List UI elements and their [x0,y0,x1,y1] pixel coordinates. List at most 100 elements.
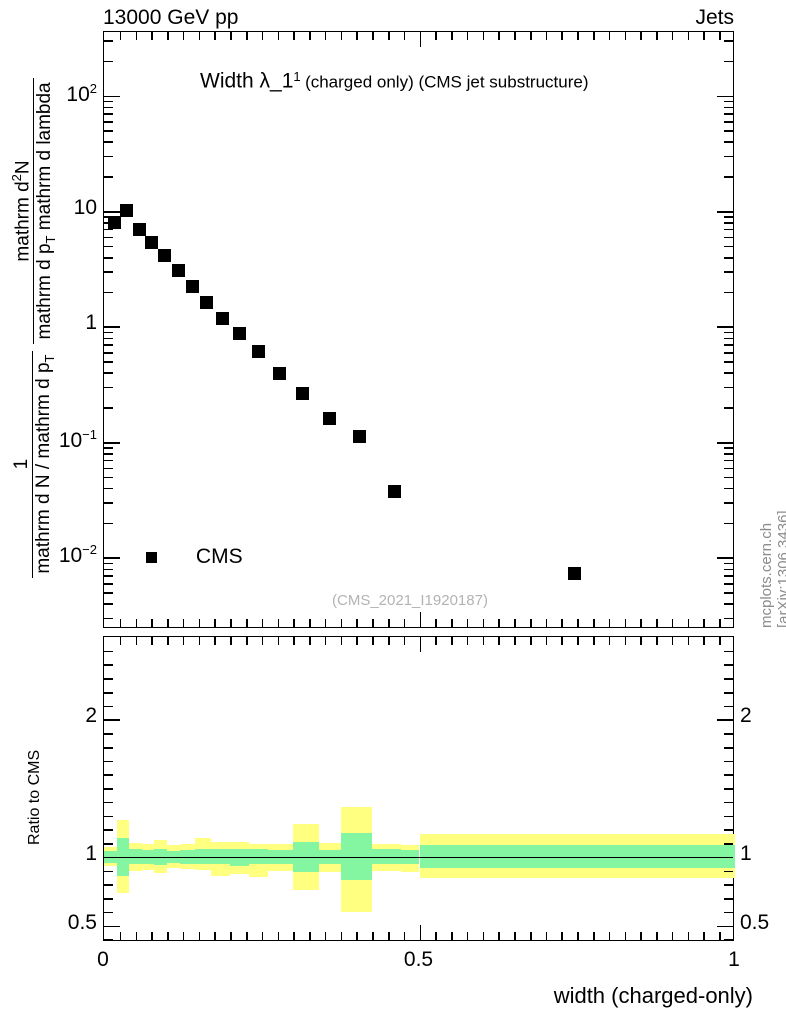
y-tick-minor [104,106,113,109]
x-tick-minor [356,619,358,627]
x-tick-minor [577,619,579,627]
ratio-x-tick-minor [482,637,485,645]
x-tick-minor [671,619,674,627]
ratio-y-tick-minor [104,760,113,763]
y-tick-label: 1 [85,311,97,335]
x-tick-minor [529,32,532,40]
ratio-y-tick-major [104,719,120,722]
y-axis-title-fraction-1: 1 mathrm d N / mathrm d pT [11,350,58,578]
x-tick-minor [624,32,627,40]
y-tick-minor [104,352,113,354]
ratio-x-tick-minor [230,932,232,940]
y-tick-minor [724,106,733,109]
plot-title-main: Width λ_1 [200,69,294,93]
ratio-y-tick-minor [104,774,113,776]
x-tick-minor [198,619,201,627]
ratio-band-green [104,850,117,863]
ratio-y-tick-minor [104,650,113,653]
ratio-y-tick-minor [724,733,733,735]
x-tick-minor [245,32,248,40]
ratio-x-tick-minor [372,932,374,940]
ratio-y-tick-minor [724,829,733,831]
ratio-y-tick-minor [724,664,733,667]
x-tick-minor [719,32,721,40]
ratio-y-tick-minor [104,870,113,873]
x-tick-minor [277,619,280,627]
ratio-y-tick-minor [724,788,733,790]
x-tick-minor [514,619,516,627]
ratio-x-tick-minor [324,637,327,645]
x-tick-minor [435,32,437,40]
ratio-x-tick-minor [151,932,153,940]
y-tick-minor [724,155,733,158]
ratio-x-tick-minor [245,637,248,645]
ratio-x-tick-minor [498,637,500,645]
ratio-x-tick-minor [624,932,627,940]
x-tick-major [419,612,422,627]
ratio-y-tick-minor [724,760,733,763]
ratio-x-tick-minor [356,932,358,940]
ratio-x-tick-minor [561,637,564,645]
ratio-y-tick-minor [104,788,113,790]
ratio-y-tick-minor [724,801,733,804]
y-tick-minor [724,352,733,354]
ratio-y-tick-minor [104,691,113,694]
y-tick-minor [104,271,113,273]
y-tick-minor [104,467,113,470]
y-tick-minor [724,245,733,248]
ratio-x-tick-minor [277,932,280,940]
ratio-x-tick-minor [198,637,201,645]
data-point-marker [353,429,367,443]
ratio-x-tick-minor [577,932,579,940]
ratio-x-tick-minor [624,637,627,645]
x-tick-minor [545,619,548,627]
ratio-x-tick-minor [167,932,169,940]
ratio-x-tick-major [419,925,422,940]
x-tick-minor [340,32,343,40]
ratio-y-tick-minor [724,911,733,914]
x-tick-minor [324,32,327,40]
ratio-y-tick-major [104,925,120,928]
x-tick-minor [309,32,311,40]
watermark-analysis-id: (CMS_2021_I1920187) [332,592,488,609]
y-tick-minor [724,176,733,178]
x-tick-minor [498,32,500,40]
y-axis-title-frac1-denominator: mathrm d N / mathrm d pT [31,350,58,578]
x-tick-minor [135,619,138,627]
ratio-x-tick-minor [561,932,564,940]
y-tick-major [717,326,733,329]
x-tick-minor [198,32,201,40]
header-collision-energy: 13000 GeV pp [103,6,239,29]
x-tick-minor [293,32,295,40]
ratio-y-tick-minor [104,884,113,886]
y-axis-title: 1 mathrm d N / mathrm d pT mathrm d2N ma… [9,28,59,628]
ratio-x-tick-minor [403,637,406,645]
main-plot-panel: Width λ_11 (charged only) (CMS jet subst… [103,31,734,628]
ratio-x-tick-minor [640,932,642,940]
data-point-marker [107,215,121,229]
y-tick-minor [104,407,113,409]
data-point-marker [233,326,247,340]
y-tick-minor [104,502,113,504]
ratio-band-green [419,845,735,868]
ratio-x-tick-minor [214,932,217,940]
x-tick-minor [403,619,406,627]
ratio-x-tick-minor [277,637,280,645]
y-tick-minor [104,386,113,389]
y-tick-minor [724,121,733,123]
x-tick-minor [403,32,406,40]
ratio-x-tick-minor [482,932,485,940]
ratio-y-axis-title: Ratio to CMS [26,749,43,845]
legend-marker-square-icon [146,551,157,563]
x-tick-minor [498,619,500,627]
x-tick-minor [135,32,138,40]
y-tick-minor [724,228,733,231]
ratio-x-tick-minor [545,637,548,645]
x-tick-major [419,32,422,47]
y-axis-title-frac2-num-sup: 2 [8,174,24,182]
y-tick-minor [104,583,113,585]
ratio-x-tick-minor [182,637,185,645]
y-axis-title-frac1-den-text: mathrm d N / mathrm d p [32,362,54,574]
plot-title: Width λ_11 (charged only) (CMS jet subst… [200,69,589,93]
ratio-y-tick-major [717,856,733,859]
